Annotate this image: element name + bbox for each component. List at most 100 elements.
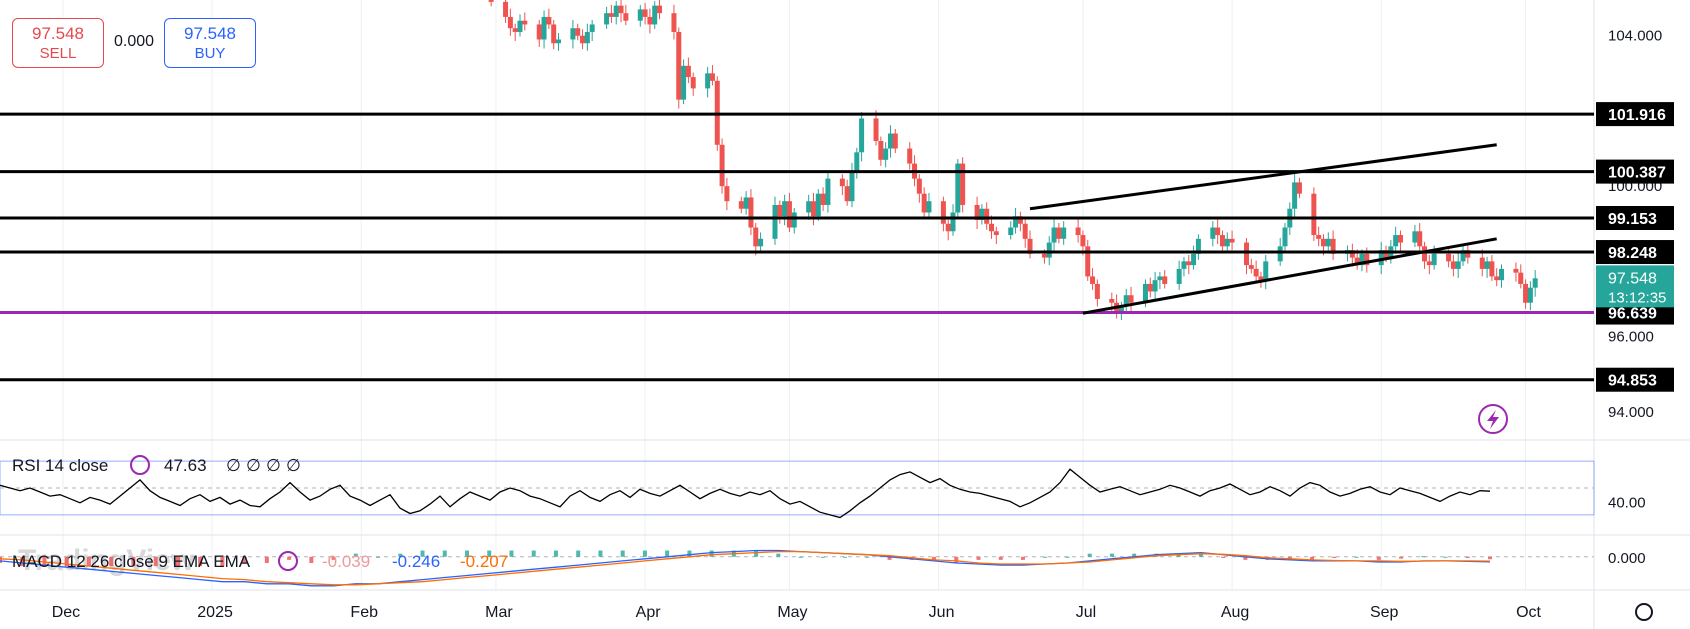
level-price-label: 94.853 (1608, 373, 1657, 390)
macd-axis-label: 0.000 (1608, 550, 1646, 567)
candle-body (642, 9, 648, 17)
candle-body (955, 163, 961, 213)
macd-histogram-bar (754, 550, 759, 557)
candle-body (685, 65, 691, 78)
macd-histogram-bar (198, 556, 203, 567)
candle-body (748, 197, 754, 228)
buy-price: 97.548 (184, 24, 236, 43)
candle-body (536, 24, 542, 40)
candle-body (1123, 295, 1129, 307)
candle-body (960, 163, 966, 205)
candle-body (613, 5, 619, 17)
candle-body (1450, 261, 1456, 269)
candle-body (681, 65, 687, 100)
candle-body (806, 201, 812, 213)
rsi-value: 47.63 (164, 456, 207, 475)
macd-histogram-bar (887, 556, 892, 560)
macd-histogram-bar (86, 556, 91, 567)
candle-body (647, 16, 653, 25)
candle-body (1412, 231, 1418, 243)
candle-body (1364, 253, 1370, 266)
candle-body (1359, 253, 1365, 266)
candle-body (974, 204, 980, 220)
macd-histogram-bar (1376, 556, 1381, 560)
macd-settings-icon (278, 551, 298, 571)
candle-body (575, 28, 581, 36)
candle-body (1061, 227, 1067, 239)
sell-button[interactable]: 97.548 SELL (12, 18, 104, 68)
time-axis-label: Sep (1370, 604, 1399, 621)
candle-body (1162, 276, 1168, 284)
macd-histogram-bar (353, 553, 358, 557)
channel-lower-line (1082, 237, 1497, 315)
macd-histogram-bar (242, 556, 247, 563)
macd-histogram-bar (509, 550, 514, 557)
macd-histogram-bar (553, 550, 558, 557)
candle-body (1383, 250, 1389, 258)
macd-histogram-bar (820, 556, 825, 558)
time-axis-label: May (777, 604, 807, 621)
lightning-icon (1487, 410, 1499, 429)
candle-body (1224, 238, 1230, 247)
level-price-tag (1596, 102, 1674, 127)
price-axis-label: 96.000 (1608, 329, 1654, 346)
candle-body (1311, 193, 1317, 236)
macd-signal-line (0, 550, 1491, 586)
rsi-legend-title: RSI 14 close (12, 456, 108, 475)
macd-histogram-bar (287, 556, 292, 560)
macd-legend-title: MACD 12 26 close 9 EMA EMA (12, 552, 251, 571)
macd-histogram-bar (843, 556, 848, 558)
candle-body (1046, 242, 1052, 258)
macd-histogram-bar (798, 556, 803, 558)
candle-body (1513, 268, 1519, 273)
level-price-label: 100.387 (1608, 165, 1666, 182)
candle-body (1417, 231, 1423, 247)
macd-histogram-bar (709, 550, 714, 557)
price-axis-label: 104.000 (1608, 28, 1662, 45)
price-axis-label: 94.000 (1608, 404, 1654, 421)
macd-histogram-bar (665, 550, 670, 557)
candle-body (815, 193, 821, 217)
candle-body (584, 31, 590, 44)
current-price-label: 97.548 (1608, 270, 1657, 287)
candle-body (1219, 235, 1225, 247)
macd-histogram-bar (576, 550, 581, 557)
rsi-extra-value: ∅ (286, 456, 301, 475)
candle-body (690, 77, 696, 89)
macd-histogram-bar (1043, 556, 1048, 558)
candle-body (608, 13, 614, 17)
candle-body (1523, 283, 1529, 303)
macd-histogram-bar (175, 556, 180, 567)
candle-body (1484, 261, 1490, 269)
candle-body (1017, 216, 1023, 224)
candle-body (1056, 227, 1062, 239)
candle-body (1075, 227, 1081, 236)
candle-body (1489, 261, 1495, 277)
candle-body (1292, 182, 1298, 209)
candle-body (1431, 253, 1437, 266)
candle-body (580, 35, 586, 44)
level-price-tag (1596, 367, 1674, 392)
rsi-settings-icon (130, 455, 150, 475)
candle-body (921, 193, 927, 213)
candle-body (1027, 238, 1033, 254)
candle-body (907, 148, 913, 164)
candle-body (772, 204, 778, 239)
candle-body (950, 212, 956, 232)
rsi-extra-value: ∅ (246, 456, 261, 475)
macd-histogram-bar (153, 556, 158, 567)
buy-button[interactable]: 97.548 BUY (164, 18, 256, 68)
candle-body (979, 208, 985, 220)
level-price-label: 99.153 (1608, 211, 1657, 228)
candle-body (753, 227, 759, 247)
sell-label: SELL (39, 45, 77, 62)
candle-body (1041, 253, 1047, 258)
macd-histogram-bar (1221, 556, 1226, 559)
candle-body (1282, 227, 1288, 247)
candle-body (1455, 261, 1461, 269)
macd-histogram-bar (1399, 556, 1404, 559)
macd-histogram-bar (865, 556, 870, 558)
macd-histogram-bar (642, 550, 647, 557)
level-price-label: 96.639 (1608, 306, 1657, 323)
